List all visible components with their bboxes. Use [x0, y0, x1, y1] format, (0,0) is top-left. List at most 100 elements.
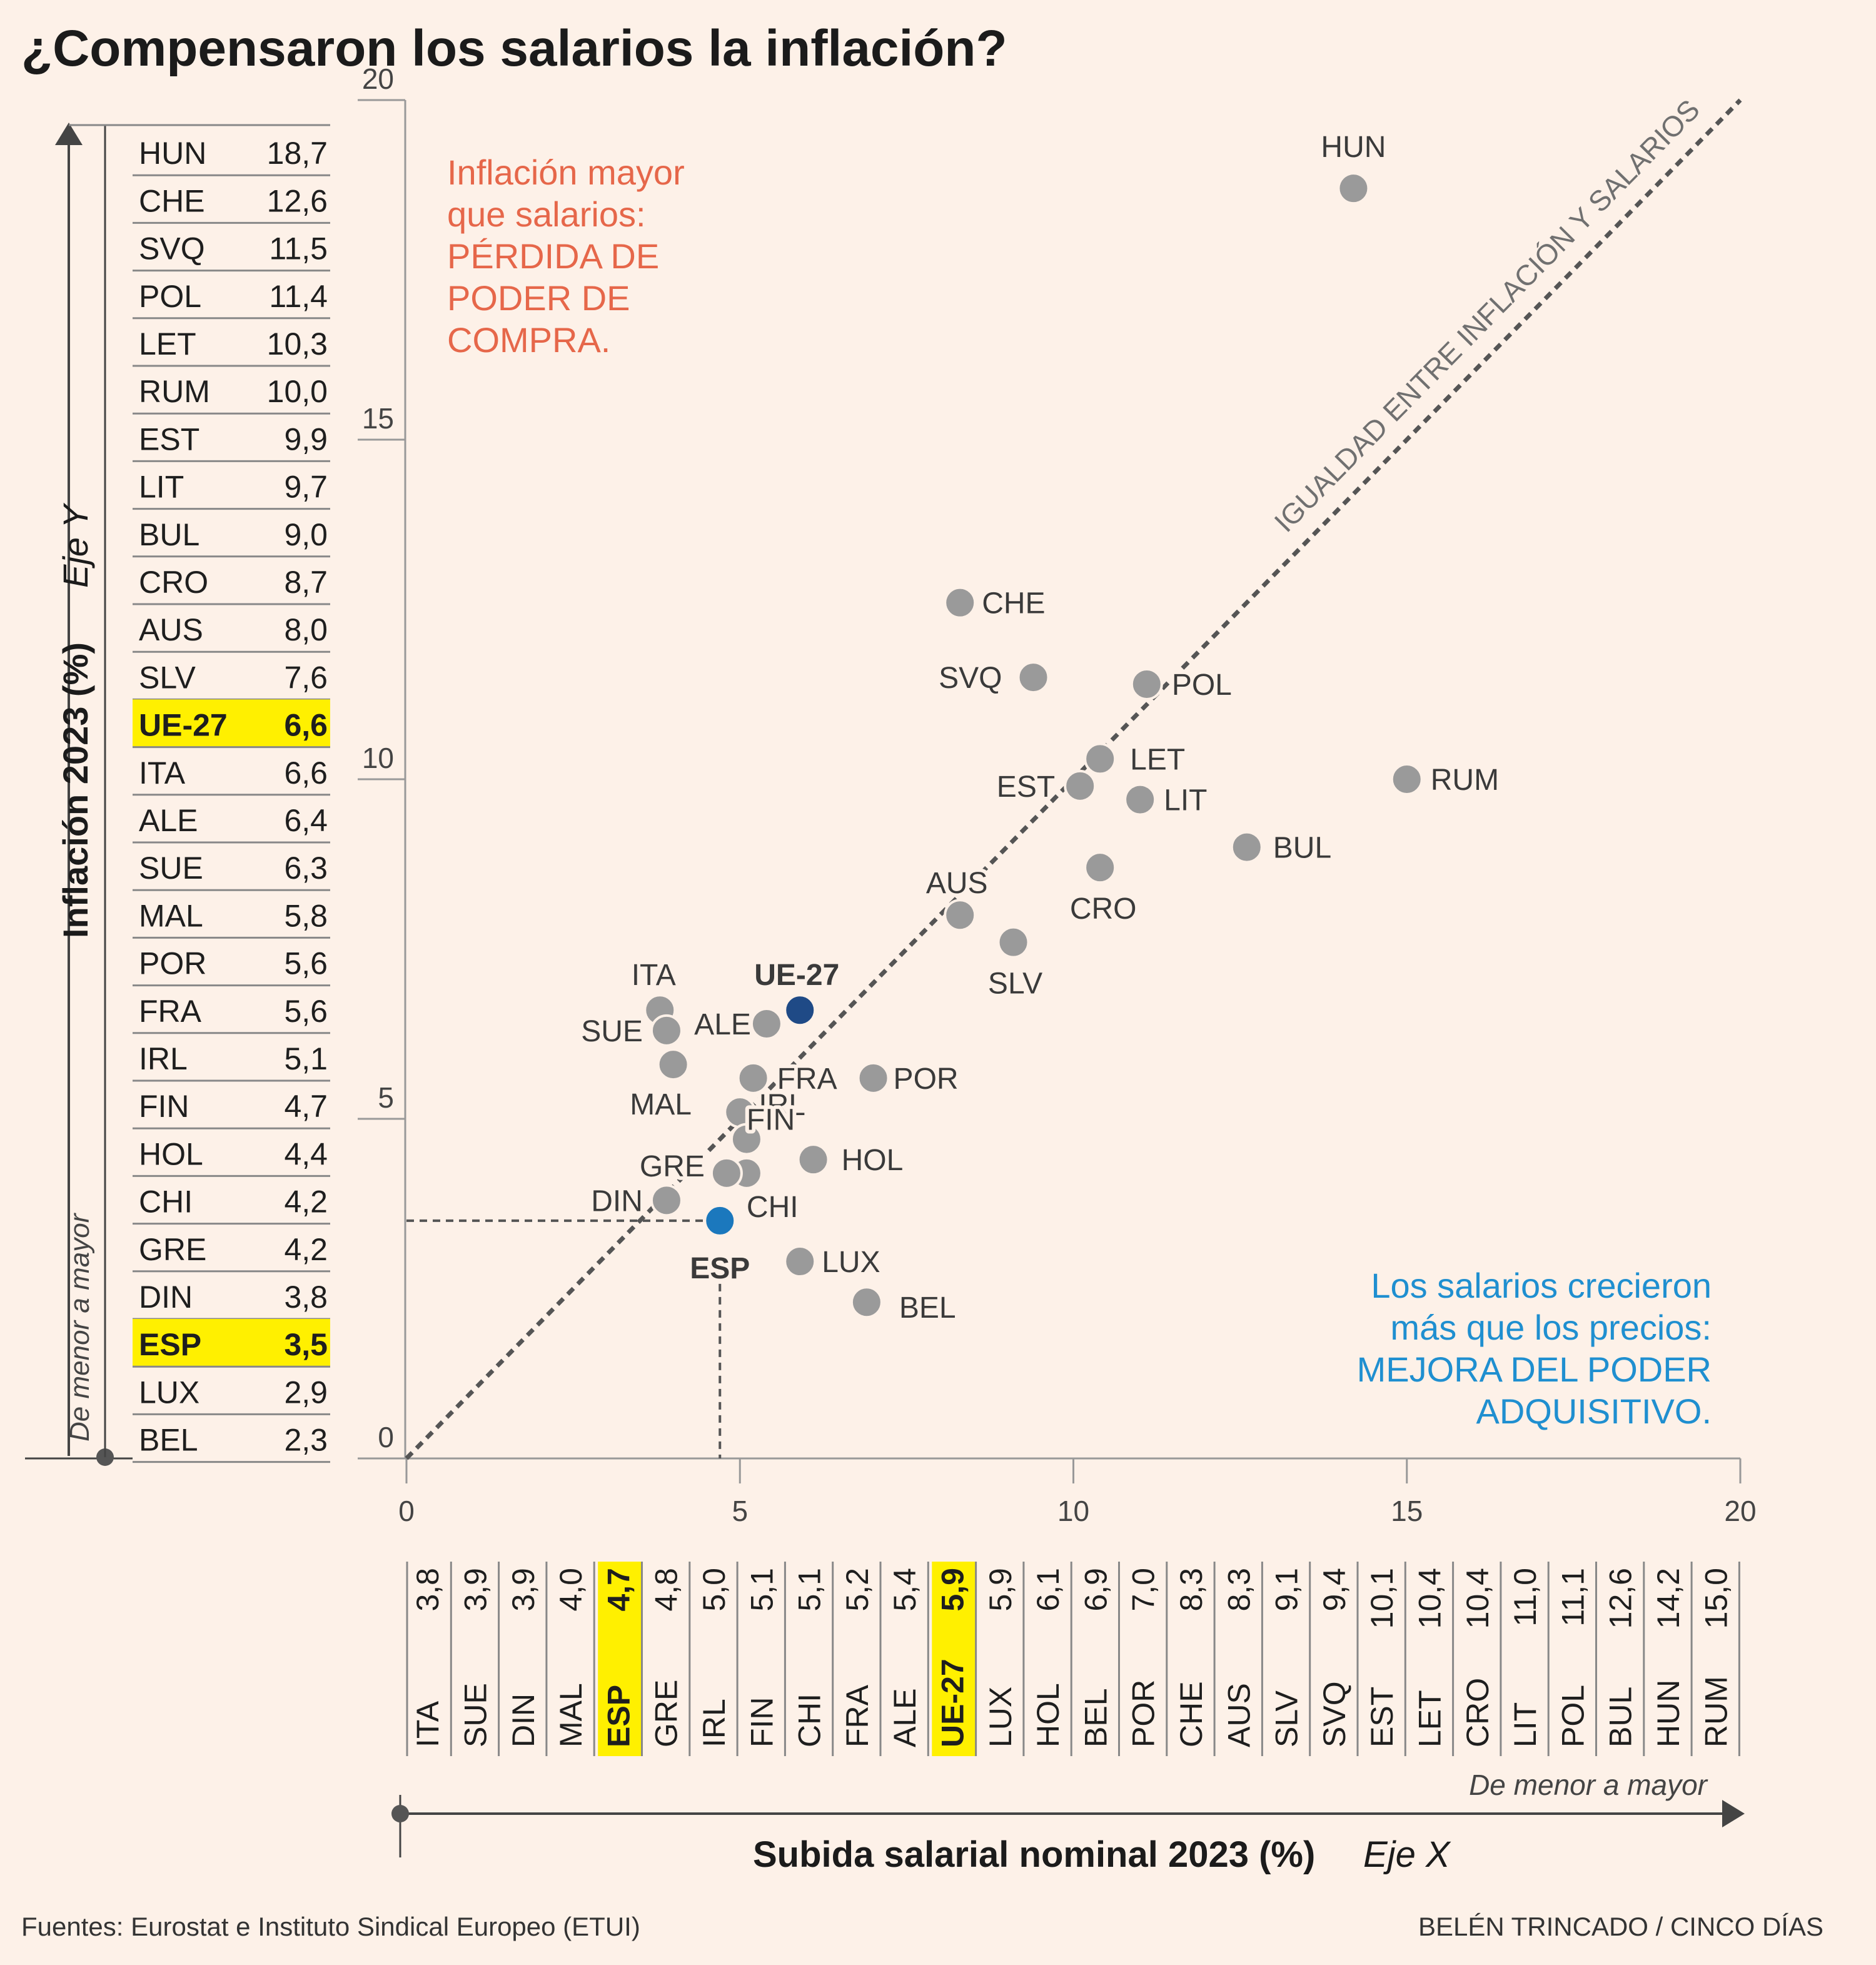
point-rum — [1390, 763, 1423, 796]
point-pol — [1130, 667, 1163, 700]
y-tick-label: 20 — [362, 63, 394, 95]
point-ue-27 — [784, 994, 817, 1027]
x-table-value: 7,0 — [1126, 1568, 1161, 1612]
y-table-code: SLV — [139, 660, 196, 695]
x-origin-dot — [391, 1805, 409, 1822]
x-table-value: 3,8 — [410, 1568, 445, 1612]
y-tick-label: 0 — [378, 1421, 394, 1453]
y-table-value: 4,7 — [284, 1089, 328, 1124]
x-table-value: 4,0 — [553, 1568, 588, 1612]
x-table-value: 12,6 — [1603, 1568, 1638, 1629]
point-label-aus: AUS — [926, 867, 988, 900]
y-table-highlight — [133, 699, 330, 747]
y-table-code: BEL — [139, 1423, 198, 1458]
x-tick-label: 0 — [398, 1495, 415, 1527]
x-table-code: FIN — [744, 1697, 779, 1747]
y-table-value: 18,7 — [267, 136, 328, 171]
point-che — [944, 586, 977, 619]
point-hol — [797, 1143, 830, 1176]
y-table-value: 4,4 — [284, 1136, 328, 1171]
y-table-value: 6,4 — [284, 803, 328, 838]
data-points: HUN CHE SVQ POL LET RUM EST LIT BUL CRO AUS SLV UE-2… — [577, 127, 1503, 1328]
x-table-code: CRO — [1460, 1678, 1495, 1747]
y-axis-title: Inflación 2023 (%) — [56, 642, 95, 938]
x-table-value: 10,4 — [1460, 1568, 1495, 1629]
x-table-value: 5,4 — [887, 1568, 922, 1612]
y-table-value: 10,0 — [267, 374, 328, 409]
point-aus — [944, 899, 977, 932]
y-table-code: LIT — [139, 470, 184, 505]
x-table-code: POR — [1126, 1680, 1161, 1747]
x-table-code: ESP — [601, 1685, 636, 1747]
x-table-code: FRA — [840, 1684, 875, 1747]
y-table-value: 11,4 — [269, 279, 328, 314]
point-label-bul: BUL — [1273, 832, 1331, 865]
point-hun — [1337, 172, 1370, 205]
y-table-code: CHI — [139, 1185, 193, 1220]
point-let — [1084, 742, 1117, 775]
y-table-value: 6,6 — [284, 755, 328, 791]
point-label-fin: FIN — [747, 1104, 795, 1137]
source-note: Fuentes: Eurostat e Instituto Sindical E… — [21, 1912, 640, 1941]
y-table-value: 3,5 — [284, 1327, 328, 1362]
y-table-value: 6,3 — [284, 851, 328, 886]
point-gre — [710, 1156, 743, 1190]
y-table-code: LUX — [139, 1375, 199, 1410]
y-table-code: ALE — [139, 803, 198, 838]
loss-annotation-line: PODER DE — [447, 278, 630, 318]
y-table-code: FIN — [139, 1089, 189, 1124]
x-table-highlight — [598, 1562, 642, 1756]
chart-title: ¿Compensaron los salarios la inflación? — [21, 20, 1007, 77]
y-table-value: 8,0 — [284, 612, 328, 647]
x-table-code: HUN — [1651, 1680, 1686, 1747]
y-table-code: AUS — [139, 612, 203, 647]
y-arrow-head — [55, 123, 83, 145]
y-table-code: FRA — [139, 994, 202, 1029]
x-table-value: 10,4 — [1412, 1568, 1447, 1629]
x-table-value: 11,1 — [1555, 1568, 1590, 1627]
x-table-value: 5,2 — [840, 1568, 875, 1612]
point-fin — [730, 1123, 763, 1156]
x-table-code: SLV — [1269, 1690, 1304, 1747]
point-mal — [657, 1048, 690, 1081]
x-table-value: 8,3 — [1174, 1568, 1209, 1612]
point-label-lux: LUX — [822, 1246, 880, 1279]
x-table-value: 9,4 — [1317, 1568, 1352, 1612]
x-tick-label: 15 — [1391, 1495, 1423, 1527]
x-table-code: BEL — [1078, 1688, 1113, 1747]
point-bel — [850, 1286, 883, 1319]
y-table-value: 9,9 — [284, 422, 328, 457]
x-table-value: 14,2 — [1651, 1568, 1686, 1629]
point-ale — [750, 1007, 783, 1040]
y-table-code: LET — [139, 326, 196, 361]
point-esp — [704, 1204, 737, 1237]
y-tick-label: 5 — [378, 1081, 394, 1114]
point-din — [650, 1184, 683, 1217]
y-table-code: ITA — [139, 755, 186, 791]
point-label-chi: CHI — [747, 1191, 799, 1224]
point-por — [857, 1061, 890, 1094]
y-table-value: 2,9 — [284, 1375, 328, 1410]
x-table-code: CHI — [792, 1694, 827, 1747]
x-tick-label: 5 — [732, 1495, 748, 1527]
x-tick-label: 20 — [1724, 1495, 1756, 1527]
credit: BELÉN TRINCADO / CINCO DÍAS — [1418, 1912, 1823, 1941]
y-table-value: 5,6 — [284, 946, 328, 981]
x-table-code: SVQ — [1317, 1681, 1352, 1747]
y-table-code: IRL — [139, 1041, 188, 1076]
y-table-code: HOL — [139, 1136, 203, 1171]
x-table-value: 4,7 — [601, 1568, 636, 1612]
axes: 0 5 10 15 20 0 5 10 15 20 — [358, 63, 1757, 1527]
gain-annotation-line: más que los precios: — [1390, 1308, 1712, 1347]
point-label-fra: FRA — [777, 1063, 837, 1096]
y-table-value: 9,0 — [284, 517, 328, 552]
point-label-bel: BEL — [899, 1291, 956, 1325]
y-table-code: SUE — [139, 851, 203, 886]
y-table-value: 9,7 — [284, 470, 328, 505]
gain-annotation-line: MEJORA DEL PODER — [1357, 1350, 1712, 1389]
x-table: 3,8 ITA 3,9 SUE 3,9 DIN 4,0 MAL 4,7 ESP 4,8 GRE 5,0 I… — [391, 1562, 1745, 1857]
point-label-hol: HOL — [842, 1144, 904, 1177]
point-label-esp: ESP — [690, 1252, 750, 1285]
point-label-pol: POL — [1172, 669, 1232, 702]
